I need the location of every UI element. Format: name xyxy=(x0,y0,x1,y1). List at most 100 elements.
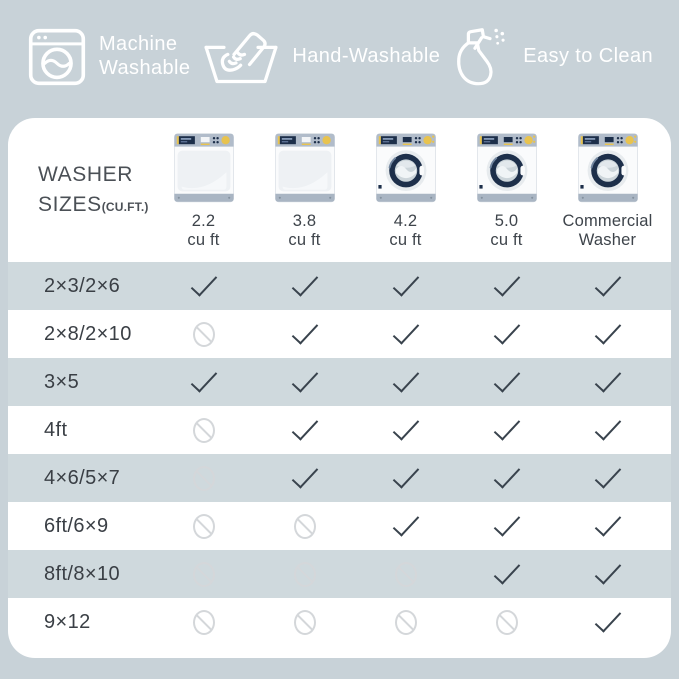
suitability-mark-icon xyxy=(594,364,621,393)
suitability-cell xyxy=(456,502,557,550)
suitability-mark-icon xyxy=(392,460,419,489)
column-unit: cu ft xyxy=(187,231,220,250)
column-header-3-8: 3.8 cu ft xyxy=(254,118,355,262)
suitability-mark-icon xyxy=(394,609,417,635)
suitability-cell xyxy=(254,550,355,598)
feature-label-line: Washable xyxy=(99,57,191,79)
suitability-cell xyxy=(254,262,355,310)
suitability-cell xyxy=(557,550,658,598)
suitability-mark-icon xyxy=(493,268,520,297)
table-title-line1: WASHER xyxy=(38,162,133,186)
suitability-cell xyxy=(153,406,254,454)
suitability-mark-icon xyxy=(594,604,621,633)
suitability-cell xyxy=(254,406,355,454)
suitability-mark-icon xyxy=(291,460,318,489)
column-size: 5.0 xyxy=(494,212,519,230)
row-label: 8ft/8×10 xyxy=(44,562,121,585)
suitability-mark-icon xyxy=(392,364,419,393)
suitability-cell xyxy=(456,310,557,358)
front-load-washer-icon xyxy=(475,131,539,207)
suitability-mark-icon xyxy=(493,508,520,537)
suitability-cell xyxy=(355,502,456,550)
row-label: 4×6/5×7 xyxy=(44,466,121,489)
column-unit: cu ft xyxy=(389,231,422,250)
suitability-mark-icon xyxy=(594,508,621,537)
suitability-mark-icon xyxy=(594,268,621,297)
column-header-5-0: 5.0 cu ft xyxy=(456,118,557,262)
suitability-mark-icon xyxy=(192,465,215,491)
suitability-mark-icon xyxy=(192,321,215,347)
table-row: 2×8/2×10 xyxy=(8,310,671,358)
suitability-cell xyxy=(153,598,254,646)
row-label: 3×5 xyxy=(44,370,80,393)
suitability-mark-icon xyxy=(594,412,621,441)
table-title-unit: (CU.FT.) xyxy=(101,200,149,214)
table-row: 8ft/8×10 xyxy=(8,550,671,598)
features-banner: Machine Washable Hand-Washable Easy to C… xyxy=(0,0,679,118)
suitability-cell xyxy=(557,358,658,406)
washer-size-table-card: WASHER SIZES(CU.FT.) 2.2 cu ft 3.8 cu ft 4… xyxy=(8,118,671,658)
table-row: 6ft/6×9 xyxy=(8,502,671,550)
washing-machine-icon xyxy=(28,28,86,86)
suitability-mark-icon xyxy=(192,561,215,587)
row-label: 9×12 xyxy=(44,610,91,633)
suitability-cell xyxy=(355,310,456,358)
suitability-mark-icon xyxy=(495,609,518,635)
suitability-mark-icon xyxy=(190,364,217,393)
suitability-cell xyxy=(153,454,254,502)
feature-label-line: Easy to Clean xyxy=(523,45,653,68)
suitability-mark-icon xyxy=(493,364,520,393)
suitability-mark-icon xyxy=(493,556,520,585)
suitability-mark-icon xyxy=(192,417,215,443)
feature-label-line: Hand-Washable xyxy=(292,45,441,68)
suitability-mark-icon xyxy=(394,561,417,587)
column-unit: cu ft xyxy=(288,231,321,250)
table-title-sizes: SIZES xyxy=(38,193,102,216)
column-header-commercial: Commercial Washer xyxy=(557,118,658,262)
suitability-cell xyxy=(153,502,254,550)
suitability-cell xyxy=(153,310,254,358)
feature-easy-to-clean: Easy to Clean xyxy=(453,25,653,90)
suitability-mark-icon xyxy=(392,268,419,297)
suitability-cell xyxy=(456,454,557,502)
spray-bottle-icon xyxy=(453,25,510,90)
suitability-mark-icon xyxy=(291,316,318,345)
suitability-cell xyxy=(355,406,456,454)
suitability-mark-icon xyxy=(291,364,318,393)
table-body: 2×3/2×6 2×8/2×10 3×5 4ft xyxy=(8,262,671,646)
suitability-cell xyxy=(557,502,658,550)
suitability-cell xyxy=(355,598,456,646)
feature-label: Easy to Clean xyxy=(523,45,653,69)
suitability-cell xyxy=(557,406,658,454)
suitability-mark-icon xyxy=(392,316,419,345)
row-label: 6ft/6×9 xyxy=(44,514,109,537)
suitability-mark-icon xyxy=(493,316,520,345)
suitability-mark-icon xyxy=(594,460,621,489)
row-label: 2×8/2×10 xyxy=(44,322,132,345)
suitability-cell xyxy=(456,358,557,406)
suitability-mark-icon xyxy=(192,609,215,635)
suitability-mark-icon xyxy=(392,508,419,537)
suitability-mark-icon xyxy=(392,412,419,441)
feature-hand-washable: Hand-Washable xyxy=(203,28,440,87)
suitability-mark-icon xyxy=(192,513,215,539)
hand-wash-icon xyxy=(203,28,279,87)
suitability-cell xyxy=(254,358,355,406)
table-title-line2: SIZES(CU.FT.) xyxy=(38,190,153,220)
suitability-mark-icon xyxy=(493,412,520,441)
top-load-washer-icon xyxy=(172,131,236,207)
suitability-cell xyxy=(456,406,557,454)
suitability-cell xyxy=(456,550,557,598)
suitability-mark-icon xyxy=(293,561,316,587)
column-header-2-2: 2.2 cu ft xyxy=(153,118,254,262)
suitability-cell xyxy=(557,454,658,502)
column-size: 4.2 xyxy=(393,212,418,230)
suitability-cell xyxy=(153,550,254,598)
front-load-washer-icon xyxy=(374,131,438,207)
suitability-mark-icon xyxy=(594,316,621,345)
table-header-row: WASHER SIZES(CU.FT.) 2.2 cu ft 3.8 cu ft 4… xyxy=(8,118,671,262)
column-size: 2.2 xyxy=(191,212,216,230)
front-load-washer-icon xyxy=(576,131,640,207)
suitability-mark-icon xyxy=(594,556,621,585)
suitability-cell xyxy=(254,454,355,502)
